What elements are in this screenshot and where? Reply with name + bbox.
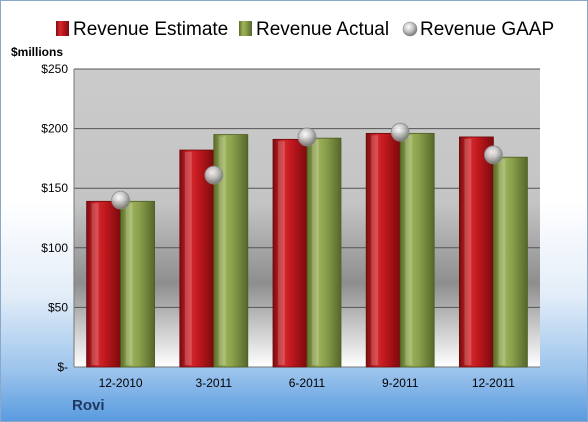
x-axis: 12-2010 3-2011 6-2011 9-2011 12-2011 — [74, 366, 540, 390]
bar-highlight — [218, 136, 226, 365]
legend-label: Revenue Estimate — [73, 19, 228, 40]
y-tick-label: $- — [57, 360, 68, 374]
estimate-bar — [272, 138, 308, 368]
bar-highlight — [464, 138, 472, 365]
estimate-bar — [86, 200, 121, 368]
gaap-marker — [483, 145, 503, 165]
legend-label: Revenue Actual — [256, 19, 389, 40]
gaap-marker — [111, 190, 130, 210]
bar-highlight — [312, 140, 319, 365]
legend: Revenue Estimate Revenue Actual Revenue GA… — [56, 19, 554, 40]
estimate-bar — [365, 132, 401, 368]
y-axis-title: $millions — [11, 45, 63, 59]
gaap-marker — [390, 122, 410, 142]
y-axis: $- $50 $100 $150 $200 $250 — [41, 62, 75, 374]
estimate-bar — [458, 136, 494, 368]
bar-highlight — [405, 135, 413, 365]
y-tick-label: $250 — [41, 62, 68, 76]
gaap-marker — [204, 165, 224, 185]
y-tick-label: $200 — [41, 122, 68, 136]
x-tick-label: 12-2010 — [99, 376, 143, 390]
gaap-marker — [297, 127, 317, 147]
actual-bar — [120, 200, 155, 368]
gaap-markers — [111, 122, 503, 210]
y-tick-label: $150 — [41, 181, 68, 195]
bar-highlight — [184, 152, 192, 365]
actual-bar — [399, 132, 435, 368]
company-label: Rovi — [72, 397, 105, 414]
estimate-bar — [179, 149, 215, 368]
bars — [86, 132, 528, 368]
x-tick-label: 6-2011 — [289, 376, 326, 390]
x-tick-label: 12-2011 — [472, 376, 515, 390]
actual-bar — [306, 137, 342, 368]
x-tick-label: 3-2011 — [196, 376, 233, 390]
y-tick-label: $100 — [41, 241, 68, 255]
bar-highlight — [371, 135, 379, 365]
y-tick-label: $50 — [48, 300, 68, 314]
bar-highlight — [498, 159, 506, 365]
bar-highlight — [91, 203, 99, 365]
legend-swatch — [239, 21, 252, 36]
bar-highlight — [278, 141, 285, 365]
actual-bar — [492, 156, 528, 368]
legend-swatch — [56, 21, 69, 36]
x-tick-label: 9-2011 — [382, 376, 419, 390]
legend-swatch — [402, 21, 418, 37]
bar-highlight — [125, 203, 133, 365]
legend-label: Revenue GAAP — [420, 19, 554, 40]
